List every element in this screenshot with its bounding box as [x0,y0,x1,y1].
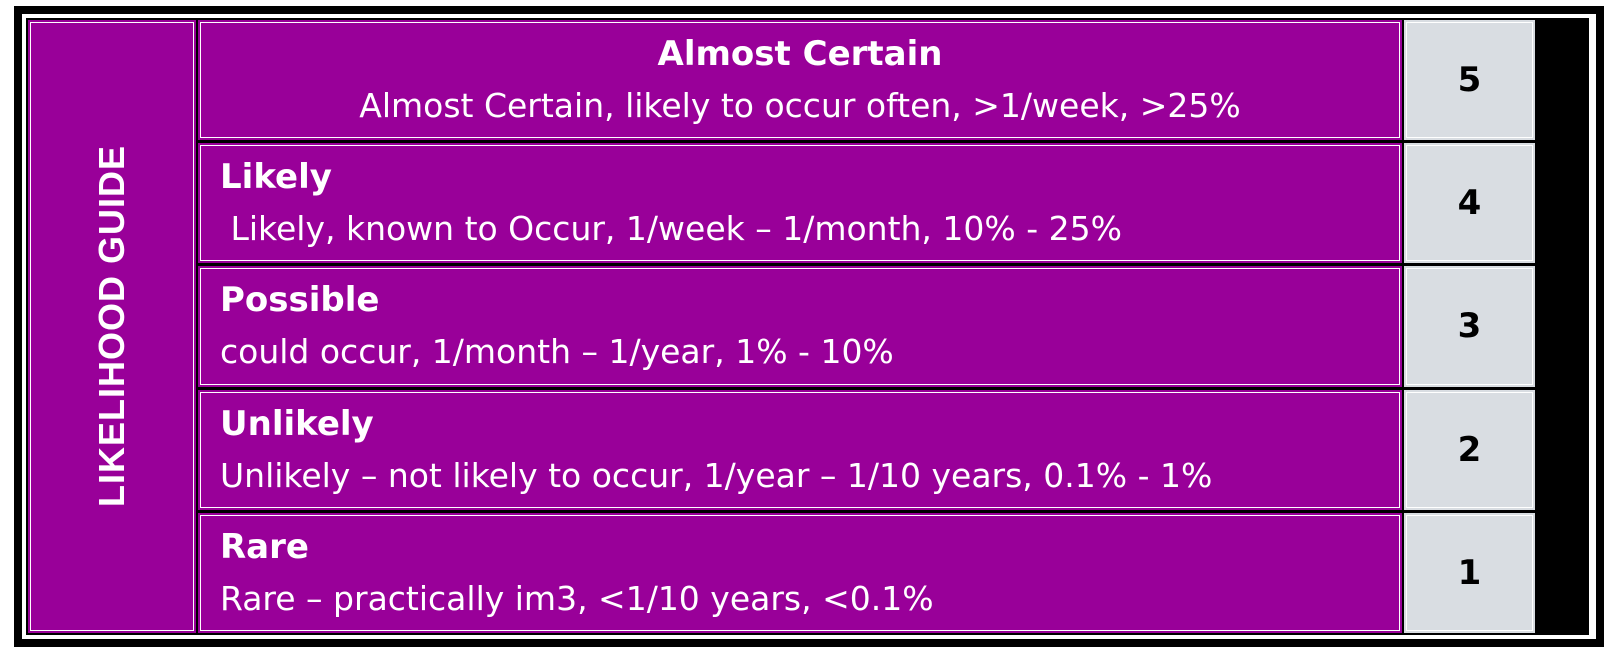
likelihood-guide-inner: LIKELIHOOD GUIDE Almost Certain Almost C… [22,14,1596,639]
score-cell: 4 [1404,143,1535,264]
score-cell: 2 [1404,389,1535,510]
row-description: Rare – practically im3, <1/10 years, <0.… [220,578,934,618]
row-title: Almost Certain [657,34,943,75]
row-description: Unlikely – not likely to occur, 1/year –… [220,455,1213,495]
row-description: could occur, 1/month – 1/year, 1% - 10% [220,332,894,372]
side-header: LIKELIHOOD GUIDE [28,20,196,633]
row-possible: Possible could occur, 1/month – 1/year, … [198,266,1402,387]
row-title: Possible [220,280,380,321]
score-cell: 1 [1404,512,1535,633]
row-description: Almost Certain, likely to occur often, >… [359,86,1241,126]
row-unlikely: Unlikely Unlikely – not likely to occur,… [198,389,1402,510]
row-likely: Likely Likely, known to Occur, 1/week – … [198,143,1402,264]
row-rare: Rare Rare – practically im3, <1/10 years… [198,512,1402,633]
score-cell: 3 [1404,266,1535,387]
likelihood-guide-frame: LIKELIHOOD GUIDE Almost Certain Almost C… [14,6,1604,647]
row-title: Rare [220,526,309,567]
likelihood-table: LIKELIHOOD GUIDE Almost Certain Almost C… [26,18,1589,635]
side-header-label: LIKELIHOOD GUIDE [91,145,132,508]
row-description: Likely, known to Occur, 1/week – 1/month… [220,209,1122,249]
score-cell: 5 [1404,20,1535,141]
row-almost-certain: Almost Certain Almost Certain, likely to… [198,20,1402,141]
row-title: Likely [220,157,332,198]
row-title: Unlikely [220,403,374,444]
